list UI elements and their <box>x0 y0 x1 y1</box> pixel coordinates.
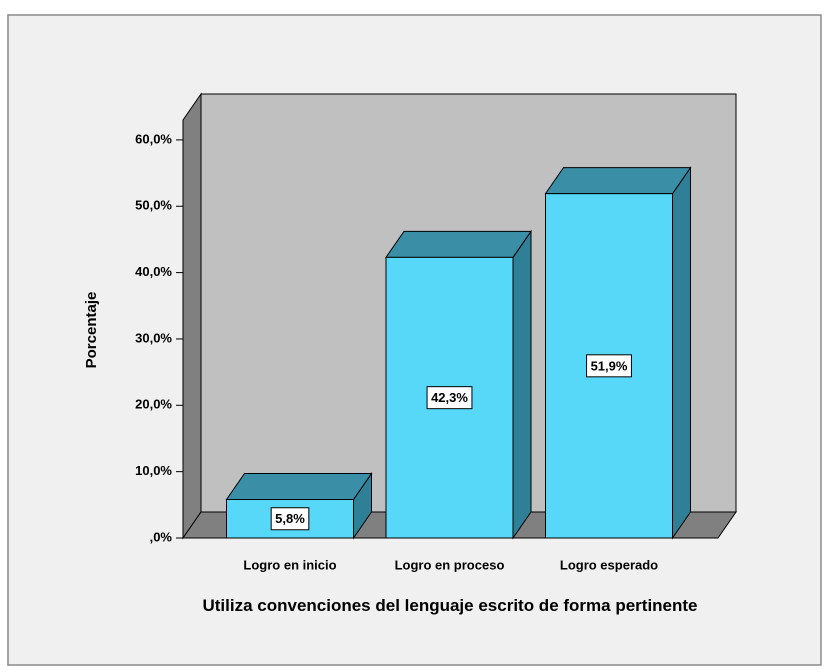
y-tick-label: 20,0% <box>135 397 172 412</box>
value-label: 51,9% <box>591 358 628 373</box>
y-tick-label: 10,0% <box>135 463 172 478</box>
y-tick-label: 40,0% <box>135 264 172 279</box>
y-tick-label: ,0% <box>150 529 173 544</box>
x-tick-label: Logro en proceso <box>395 557 505 572</box>
bar-side <box>512 229 532 540</box>
y-tick-label: 50,0% <box>135 198 172 213</box>
value-label-box <box>270 507 310 531</box>
value-label: 42,3% <box>431 390 468 405</box>
bar-top <box>225 473 373 501</box>
left-wall <box>182 92 202 540</box>
y-tick-label: 30,0% <box>135 330 172 345</box>
bar-side <box>672 166 691 540</box>
bar-top <box>385 230 532 258</box>
x-axis-label: Utiliza convenciones del lenguaje escrit… <box>202 596 698 615</box>
y-axis-label: Porcentaje <box>83 292 100 369</box>
value-label: 5,8% <box>275 511 305 526</box>
x-tick-label: Logro esperado <box>560 557 658 572</box>
bar-top <box>544 167 692 195</box>
value-label-box <box>586 354 632 378</box>
y-tick-label: 60,0% <box>135 131 172 146</box>
x-tick-label: Logro en inicio <box>243 557 336 572</box>
value-label-box <box>426 386 473 410</box>
